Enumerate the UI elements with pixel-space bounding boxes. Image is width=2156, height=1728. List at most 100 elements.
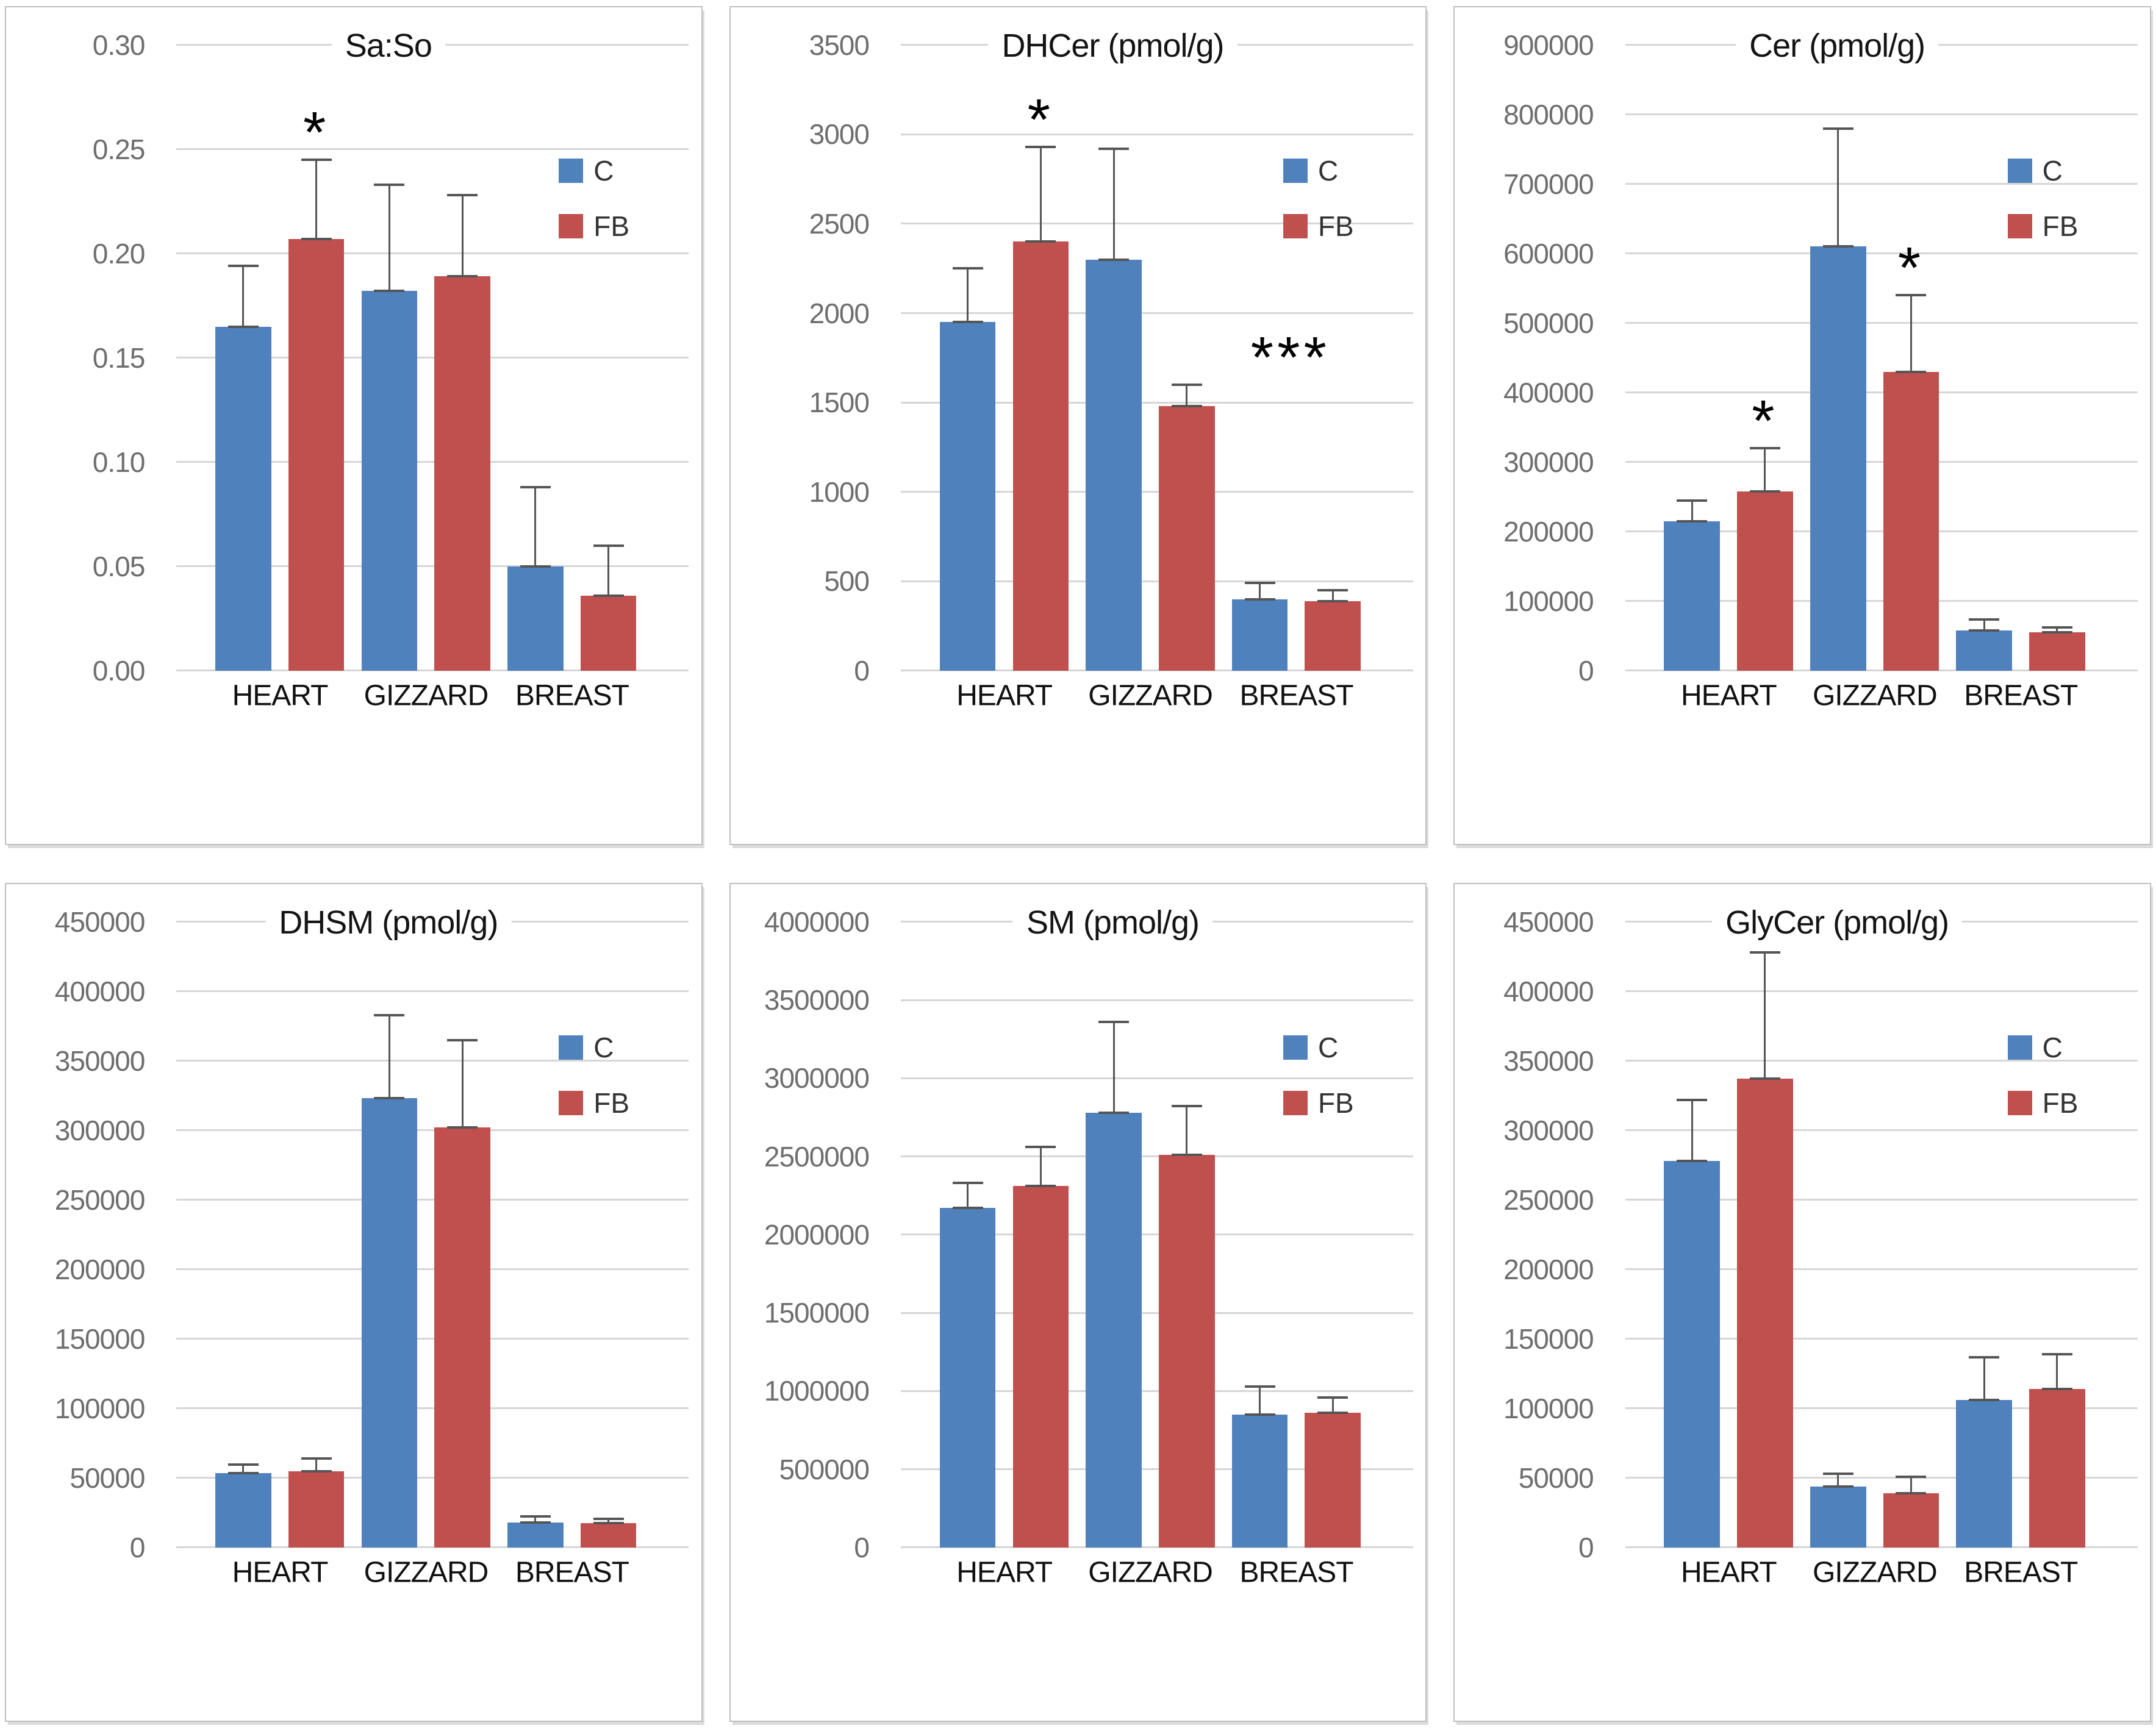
error-bar-cap-top	[593, 544, 624, 547]
error-bar-cap-top	[1317, 589, 1348, 592]
y-tick-label: 150000	[54, 1323, 146, 1355]
x-axis-category-label: BREAST	[1239, 679, 1354, 712]
gridline	[900, 1155, 1414, 1158]
gridline	[176, 669, 689, 672]
error-bar-line	[1837, 128, 1839, 248]
error-bar-cap-bottom	[447, 1126, 478, 1129]
error-bar-cap-bottom	[593, 594, 624, 597]
gridline	[900, 1468, 1414, 1471]
error-bar-line	[1331, 590, 1334, 602]
y-tick-label: 200000	[54, 1253, 146, 1285]
y-tick-label: 1500	[809, 387, 870, 419]
y-tick-label: 3500	[809, 29, 870, 61]
gridline	[176, 148, 689, 151]
error-bar-cap-top	[1822, 127, 1853, 130]
error-bar-line	[1259, 1386, 1261, 1416]
gridline	[1625, 669, 2138, 672]
x-axis-category-label: HEART	[232, 1556, 329, 1589]
y-tick-label: 600000	[1503, 237, 1594, 270]
error-bar-cap-top	[1098, 1020, 1130, 1023]
gridline	[176, 1546, 689, 1549]
error-bar-line	[242, 1465, 245, 1474]
gridline	[176, 1268, 689, 1271]
chart-panel-dhcer: DHCer (pmol/g) 3500 3000 2500 2000 1500 1000 5…	[729, 6, 1427, 845]
error-bar-cap-bottom	[1317, 599, 1348, 602]
chart-title: Sa:So	[331, 24, 445, 68]
bar-c-breast	[507, 1522, 564, 1548]
bar-c-gizzard	[1086, 259, 1142, 671]
x-axis-category-label: BREAST	[1239, 1556, 1354, 1589]
y-tick-label: 400000	[54, 975, 146, 1007]
legend-swatch-c	[2007, 1035, 2032, 1060]
bar-c-gizzard	[1810, 1486, 1866, 1548]
error-bar-line	[242, 266, 245, 328]
y-tick-label: 0.00	[92, 654, 146, 687]
error-bar-cap-bottom	[1749, 1077, 1780, 1080]
y-tick-label: 4000000	[764, 905, 870, 938]
error-bar-cap-bottom	[301, 237, 332, 240]
x-axis-category-label: BREAST	[1964, 1556, 2078, 1589]
error-bar-cap-top	[1749, 951, 1780, 954]
y-tick-label: 200000	[1503, 1253, 1594, 1285]
error-bar-line	[1764, 952, 1766, 1080]
significance-asterisk: *	[1027, 87, 1054, 152]
error-bar-line	[607, 1519, 610, 1525]
y-tick-label: 50000	[1518, 1462, 1594, 1494]
bar-c-gizzard	[361, 291, 418, 671]
error-bar-line	[1039, 1147, 1042, 1188]
gridline	[1625, 1268, 2138, 1271]
bar-fb-heart	[1737, 491, 1793, 671]
bar-c-breast	[1231, 599, 1288, 671]
error-bar-cap-top	[227, 1463, 259, 1466]
legend-swatch-fb	[1283, 214, 1308, 239]
gridline	[900, 312, 1414, 315]
y-tick-label: 2000	[809, 297, 870, 329]
error-bar-line	[2056, 627, 2058, 634]
y-tick-label: 150000	[1503, 1323, 1594, 1355]
error-bar-line	[1983, 619, 1985, 632]
legend-swatch-fb	[559, 214, 584, 239]
bar-fb-gizzard	[434, 1127, 490, 1548]
gridline	[176, 1477, 689, 1479]
error-bar-line	[461, 1040, 464, 1129]
y-tick-label: 0.15	[92, 341, 146, 374]
gridline	[1625, 461, 2138, 463]
gridline	[1625, 391, 2138, 394]
error-bar-line	[2056, 1354, 2058, 1390]
gridline	[176, 1060, 689, 1062]
legend-label: FB	[2042, 1087, 2079, 1119]
x-axis-category-label: GIZZARD	[364, 1556, 489, 1589]
bar-fb-breast	[580, 1523, 637, 1548]
legend-label: C	[593, 154, 614, 187]
error-bar-cap-top	[952, 267, 983, 270]
error-bar-line	[315, 1458, 318, 1473]
gridline	[1625, 1477, 2138, 1479]
gridline	[900, 223, 1414, 225]
legend-swatch-c	[1283, 1035, 1308, 1060]
x-axis-category-label: GIZZARD	[1088, 679, 1213, 712]
chart-title: DHSM (pmol/g)	[265, 901, 512, 944]
gridline	[900, 1077, 1414, 1079]
y-tick-label: 100000	[1503, 585, 1594, 617]
error-bar-cap-top	[952, 1182, 983, 1185]
chart-panel-glycer: GlyCer (pmol/g) 450000 400000 350000 300000…	[1453, 883, 2151, 1722]
error-bar-cap-top	[1896, 294, 1927, 297]
significance-asterisk: ***	[1250, 324, 1330, 390]
error-bar-cap-top	[1025, 145, 1056, 148]
y-tick-label: 2000000	[764, 1218, 870, 1251]
bar-c-heart	[215, 326, 271, 671]
error-bar-cap-bottom	[227, 325, 259, 328]
gridline	[176, 357, 689, 359]
y-tick-label: 0	[129, 1531, 146, 1563]
error-bar-cap-bottom	[1822, 245, 1853, 248]
x-axis-category-label: HEART	[1680, 679, 1777, 712]
bar-fb-breast	[1305, 1413, 1361, 1548]
legend-label: FB	[1317, 1087, 1354, 1119]
error-bar-line	[1331, 1397, 1334, 1415]
gridline	[176, 1129, 689, 1132]
y-tick-label: 1500000	[764, 1297, 870, 1329]
bar-c-heart	[1664, 521, 1721, 671]
x-axis-category-label: HEART	[956, 679, 1053, 712]
error-bar-line	[1186, 1106, 1188, 1157]
bar-c-gizzard	[1810, 246, 1866, 671]
